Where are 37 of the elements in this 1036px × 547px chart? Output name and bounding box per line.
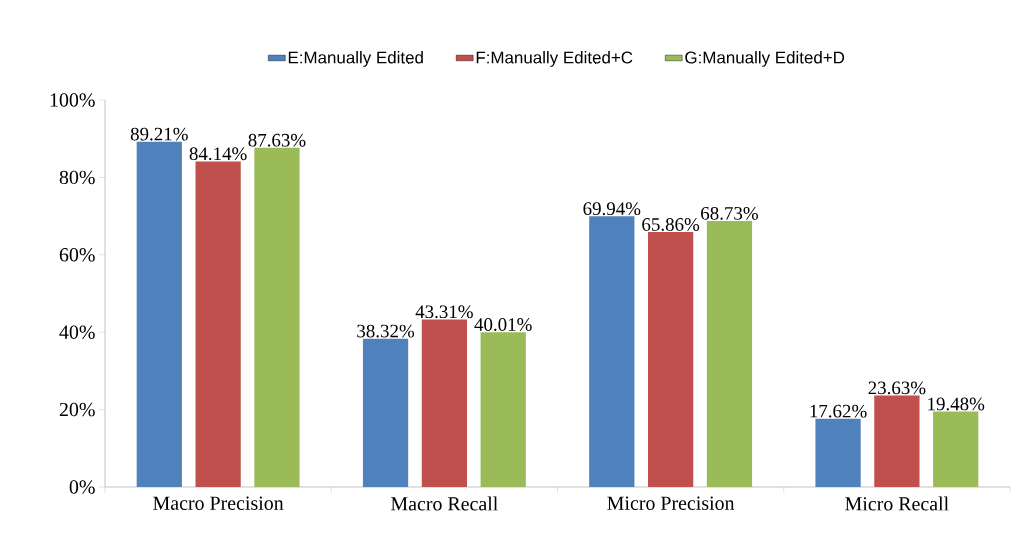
bar	[874, 395, 920, 487]
x-tick-label: Micro Recall	[845, 496, 949, 511]
bar	[480, 332, 526, 487]
data-label: 89.21%	[130, 127, 188, 141]
data-label: 43.31%	[415, 305, 473, 319]
bar	[589, 216, 635, 487]
y-tick-label: 40%	[59, 325, 95, 339]
bar	[136, 141, 182, 487]
bar	[815, 418, 861, 487]
data-label: 40.01%	[474, 318, 532, 331]
x-tick-label: Macro Precision	[153, 496, 284, 510]
data-label: 84.14%	[189, 147, 247, 161]
data-label: 17.62%	[810, 404, 867, 418]
data-label: 87.63%	[248, 133, 306, 147]
data-label: 19.48%	[928, 397, 985, 411]
x-tick-label: Micro Precision	[607, 496, 735, 510]
bar	[933, 411, 979, 487]
bar	[706, 221, 753, 487]
data-label: 23.63%	[868, 381, 926, 395]
legend-label: G:Manually Edited+D	[685, 51, 845, 67]
data-label: 68.73%	[701, 206, 758, 220]
y-tick-label: 80%	[59, 170, 95, 185]
bar	[254, 147, 300, 487]
data-label: 38.32%	[357, 324, 415, 338]
y-tick-label: 100%	[50, 93, 95, 107]
bar	[421, 319, 467, 487]
y-tick-label: 20%	[59, 402, 95, 417]
data-label: 65.86%	[642, 218, 700, 231]
y-tick-label: 60%	[59, 248, 95, 262]
x-tick-label: Macro Recall	[391, 496, 498, 511]
bar	[362, 338, 409, 487]
bar	[648, 232, 694, 487]
legend-label: E:Manually Edited	[288, 51, 423, 67]
bar	[195, 161, 241, 487]
data-label: 69.94%	[583, 202, 641, 216]
legend-label: F:Manually Edited+C	[476, 51, 633, 67]
y-tick-label: 0%	[69, 480, 95, 494]
